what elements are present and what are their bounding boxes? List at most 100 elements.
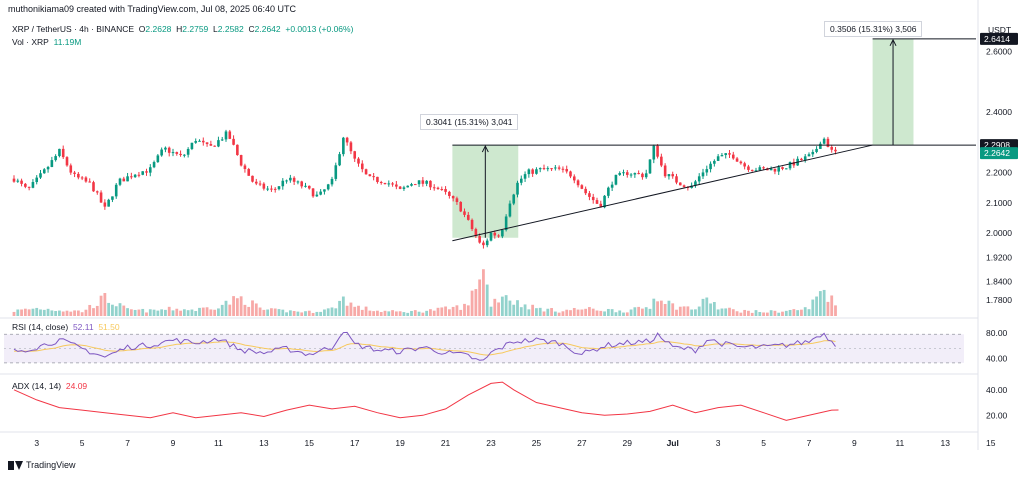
candle-body	[35, 177, 39, 183]
high-value: 2.2759	[182, 24, 209, 34]
adx-label[interactable]: ADX (14, 14)	[12, 381, 62, 391]
volume-bar	[512, 304, 516, 316]
volume-bar	[447, 309, 451, 316]
rsi-line	[13, 331, 836, 361]
volume-bar	[402, 312, 406, 316]
candle-body	[254, 181, 258, 184]
candle-body	[694, 181, 697, 186]
candle-body	[455, 198, 459, 202]
volume-bar	[232, 296, 235, 316]
volume-layer	[12, 269, 837, 316]
candle-body	[406, 185, 410, 188]
candle-body	[762, 167, 765, 169]
volume-bar	[478, 279, 482, 316]
candle-body	[273, 188, 277, 190]
volume-bar	[705, 297, 709, 316]
volume-bar	[565, 309, 569, 316]
volume-bar	[572, 307, 576, 316]
tradingview-logo[interactable]: TradingView	[8, 460, 76, 470]
candle-body	[175, 152, 179, 154]
candle-body	[376, 176, 379, 182]
volume-bar	[99, 295, 103, 316]
volume-bar	[417, 311, 421, 316]
candle-body	[667, 174, 671, 177]
time-tick-label: 25	[532, 438, 542, 448]
candle-body	[307, 185, 311, 189]
target-price-badge: 2.6414	[984, 34, 1010, 44]
volume-bar	[455, 305, 459, 316]
low-value: 2.2582	[217, 24, 244, 34]
candle-body	[625, 172, 629, 175]
candle-body	[205, 142, 209, 145]
open-value: 2.2628	[145, 24, 172, 34]
volume-bar	[724, 308, 728, 316]
candle-body	[527, 169, 531, 175]
candle-body	[54, 156, 57, 161]
candle-body	[576, 180, 580, 186]
volume-bar	[383, 310, 387, 316]
candle-body	[24, 183, 27, 187]
candle-body	[565, 169, 569, 172]
candle-body	[622, 172, 625, 174]
candle-body	[678, 182, 682, 186]
time-tick-label: 15	[986, 438, 996, 448]
candle-body	[251, 175, 254, 182]
volume-bar	[474, 289, 478, 316]
volume-bar	[398, 311, 402, 316]
candle-body	[800, 158, 803, 161]
candle-body	[822, 138, 826, 144]
price-tick-label: 2.1000	[986, 198, 1012, 208]
volume-bar	[497, 302, 500, 316]
candle-body	[830, 146, 834, 150]
currency-label[interactable]: USDT	[988, 25, 1012, 35]
volume-bar	[523, 304, 527, 316]
candle-body	[111, 196, 114, 200]
volume-bar	[171, 310, 175, 316]
candle-body	[792, 161, 796, 166]
volume-bar	[360, 309, 364, 316]
candle-body	[572, 176, 576, 181]
candle-body	[31, 182, 35, 188]
last-price-badge-bg	[980, 147, 1018, 160]
volume-bar	[126, 308, 129, 316]
volume-bar	[614, 312, 618, 316]
volume-bar	[826, 301, 830, 316]
symbol-name[interactable]: XRP / TetherUS · 4h · BINANCE	[12, 24, 135, 34]
volume-bar	[800, 309, 803, 316]
volume-bar	[133, 309, 137, 316]
candle-body	[777, 167, 781, 172]
volume-bar	[584, 308, 588, 316]
time-tick-label: 13	[259, 438, 269, 448]
time-tick-label: 27	[577, 438, 587, 448]
volume-bar	[822, 289, 826, 316]
volume-bar	[690, 309, 694, 316]
candle-body	[77, 173, 80, 178]
volume-bar	[129, 309, 133, 316]
volume-label[interactable]: Vol · XRP	[12, 37, 49, 47]
rsi-label[interactable]: RSI (14, close)	[12, 322, 69, 332]
volume-bar	[421, 312, 425, 316]
candle-body	[213, 145, 216, 147]
volume-bar	[818, 291, 822, 316]
volume-bar	[410, 310, 413, 316]
volume-bar	[307, 310, 311, 316]
rsi-header: RSI (14, close) 52.11 51.50	[12, 322, 120, 332]
candle-body	[88, 181, 92, 183]
candle-body	[292, 177, 296, 182]
chart-caption: muthonikiama09 created with TradingView.…	[8, 4, 296, 14]
volume-bar	[205, 307, 209, 316]
volume-bar	[667, 300, 671, 316]
volume-bar	[762, 312, 765, 316]
candle-body	[482, 242, 485, 246]
volume-bar	[765, 312, 769, 316]
volume-bar	[364, 306, 368, 316]
volume-bar	[145, 312, 148, 316]
volume-bar	[277, 309, 281, 316]
candle-body	[758, 167, 762, 171]
volume-bar	[807, 309, 811, 316]
volume-bar	[209, 309, 213, 316]
candle-body	[262, 183, 266, 189]
volume-bar	[247, 306, 251, 316]
volume-bar	[489, 306, 493, 316]
